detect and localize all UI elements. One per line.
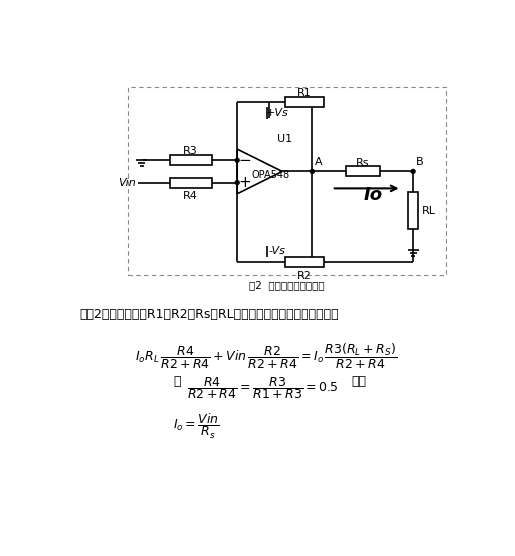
Bar <box>346 166 380 176</box>
Text: $I_oR_L\,\dfrac{R4}{R2+R4}+Vin\,\dfrac{R2}{R2+R4}=I_o\,\dfrac{R3(R_L+R_S)}{R2+R4: $I_oR_L\,\dfrac{R4}{R2+R4}+Vin\,\dfrac{R… <box>135 342 397 371</box>
Text: +Vs: +Vs <box>265 108 288 118</box>
Text: −: − <box>238 153 251 168</box>
Circle shape <box>235 158 239 162</box>
Text: 图2  恒流驱动电路原理图: 图2 恒流驱动电路原理图 <box>249 280 324 290</box>
Bar <box>128 87 445 275</box>
Text: Rs: Rs <box>356 157 369 167</box>
Text: R3: R3 <box>183 146 198 156</box>
Text: -Vs: -Vs <box>268 246 285 256</box>
Text: A: A <box>315 157 322 167</box>
Text: 则：: 则： <box>351 375 366 389</box>
Text: RL: RL <box>422 206 436 216</box>
Circle shape <box>235 181 239 185</box>
Circle shape <box>311 170 314 173</box>
Bar <box>170 155 212 165</box>
Text: $\dfrac{R4}{R2+R4}=\dfrac{R3}{R1+R3}=0.5$: $\dfrac{R4}{R2+R4}=\dfrac{R3}{R1+R3}=0.5… <box>187 375 339 401</box>
Text: Vin: Vin <box>118 177 135 187</box>
Text: OPA548: OPA548 <box>251 170 289 180</box>
Bar <box>170 177 212 187</box>
Text: B: B <box>416 157 423 167</box>
Text: R4: R4 <box>183 191 198 201</box>
Bar <box>285 257 324 267</box>
Text: 由图2可知，若电阻R1和R2比Rs和RL大得多，则在理想情况下可得到: 由图2可知，若电阻R1和R2比Rs和RL大得多，则在理想情况下可得到 <box>80 307 339 321</box>
Bar <box>408 192 418 229</box>
Text: $I_o=\dfrac{Vin}{R_s}$: $I_o=\dfrac{Vin}{R_s}$ <box>173 411 219 441</box>
Text: U1: U1 <box>278 135 293 145</box>
Text: R2: R2 <box>297 271 312 281</box>
Bar <box>285 97 324 107</box>
Text: R1: R1 <box>297 88 312 98</box>
Circle shape <box>411 170 415 173</box>
Text: 若: 若 <box>173 375 180 389</box>
Text: Io: Io <box>363 186 382 203</box>
Text: +: + <box>238 175 251 190</box>
